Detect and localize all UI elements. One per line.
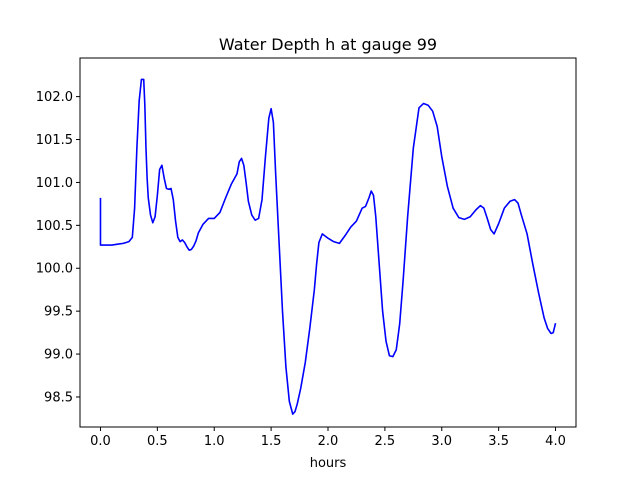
x-axis-ticks: 0.0 0.5 1.0 1.5 2.0 2.5 3.0 3.5 4.0 xyxy=(90,427,566,449)
y-tick-label: 102.0 xyxy=(36,90,73,105)
x-tick-label: 2.0 xyxy=(318,434,339,449)
x-tick-label: 3.0 xyxy=(431,434,452,449)
y-tick-label: 100.5 xyxy=(36,219,73,234)
y-tick-label: 101.0 xyxy=(36,176,73,191)
x-tick-label: 1.5 xyxy=(261,434,282,449)
y-tick-label: 98.5 xyxy=(44,390,73,405)
y-axis-ticks: 98.5 99.0 99.5 100.0 100.5 101.0 101.5 102.0 xyxy=(36,90,80,405)
series-line xyxy=(99,78,557,415)
x-tick-label: 4.0 xyxy=(545,434,566,449)
y-tick-label: 99.0 xyxy=(44,348,73,363)
x-axis-label: hours xyxy=(310,456,347,471)
x-tick-label: 0.0 xyxy=(90,434,111,449)
x-tick-label: 0.5 xyxy=(147,434,168,449)
chart-title: Water Depth h at gauge 99 xyxy=(219,35,437,54)
x-tick-label: 3.5 xyxy=(488,434,509,449)
x-tick-label: 2.5 xyxy=(375,434,396,449)
y-tick-label: 100.0 xyxy=(36,262,73,277)
y-tick-label: 101.5 xyxy=(36,133,73,148)
x-tick-label: 1.0 xyxy=(204,434,225,449)
y-tick-label: 99.5 xyxy=(44,305,73,320)
